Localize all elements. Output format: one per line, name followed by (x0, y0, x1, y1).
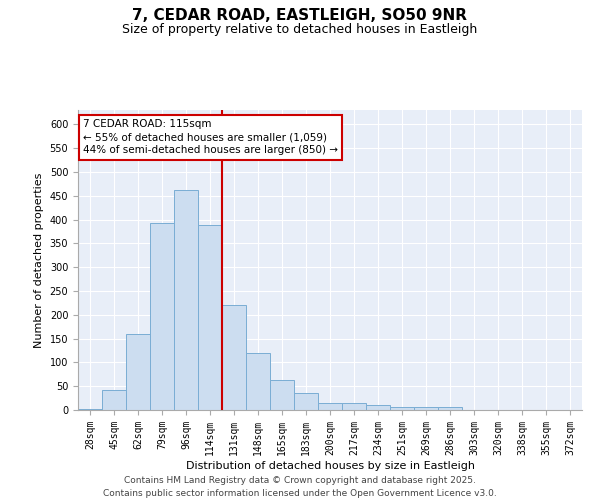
Bar (222, 305, 246, 410)
Text: Contains HM Land Registry data © Crown copyright and database right 2025.
Contai: Contains HM Land Registry data © Crown c… (103, 476, 497, 498)
Text: 7 CEDAR ROAD: 115sqm
← 55% of detached houses are smaller (1,059)
44% of semi-de: 7 CEDAR ROAD: 115sqm ← 55% of detached h… (83, 119, 338, 156)
Bar (198, 225, 222, 410)
Bar (390, 407, 414, 410)
Bar (366, 405, 390, 410)
Bar (294, 394, 318, 410)
Text: 7, CEDAR ROAD, EASTLEIGH, SO50 9NR: 7, CEDAR ROAD, EASTLEIGH, SO50 9NR (133, 8, 467, 22)
Bar (318, 404, 342, 410)
Bar (126, 334, 150, 410)
Bar (414, 407, 438, 410)
Bar (150, 223, 174, 410)
Bar (246, 353, 270, 410)
Text: Size of property relative to detached houses in Eastleigh: Size of property relative to detached ho… (122, 22, 478, 36)
Bar (438, 406, 462, 410)
Bar (174, 190, 198, 410)
Bar (102, 390, 126, 410)
Bar (78, 408, 102, 410)
Bar (270, 380, 294, 410)
X-axis label: Distribution of detached houses by size in Eastleigh: Distribution of detached houses by size … (185, 460, 475, 470)
Y-axis label: Number of detached properties: Number of detached properties (34, 172, 44, 348)
Bar (342, 403, 366, 410)
